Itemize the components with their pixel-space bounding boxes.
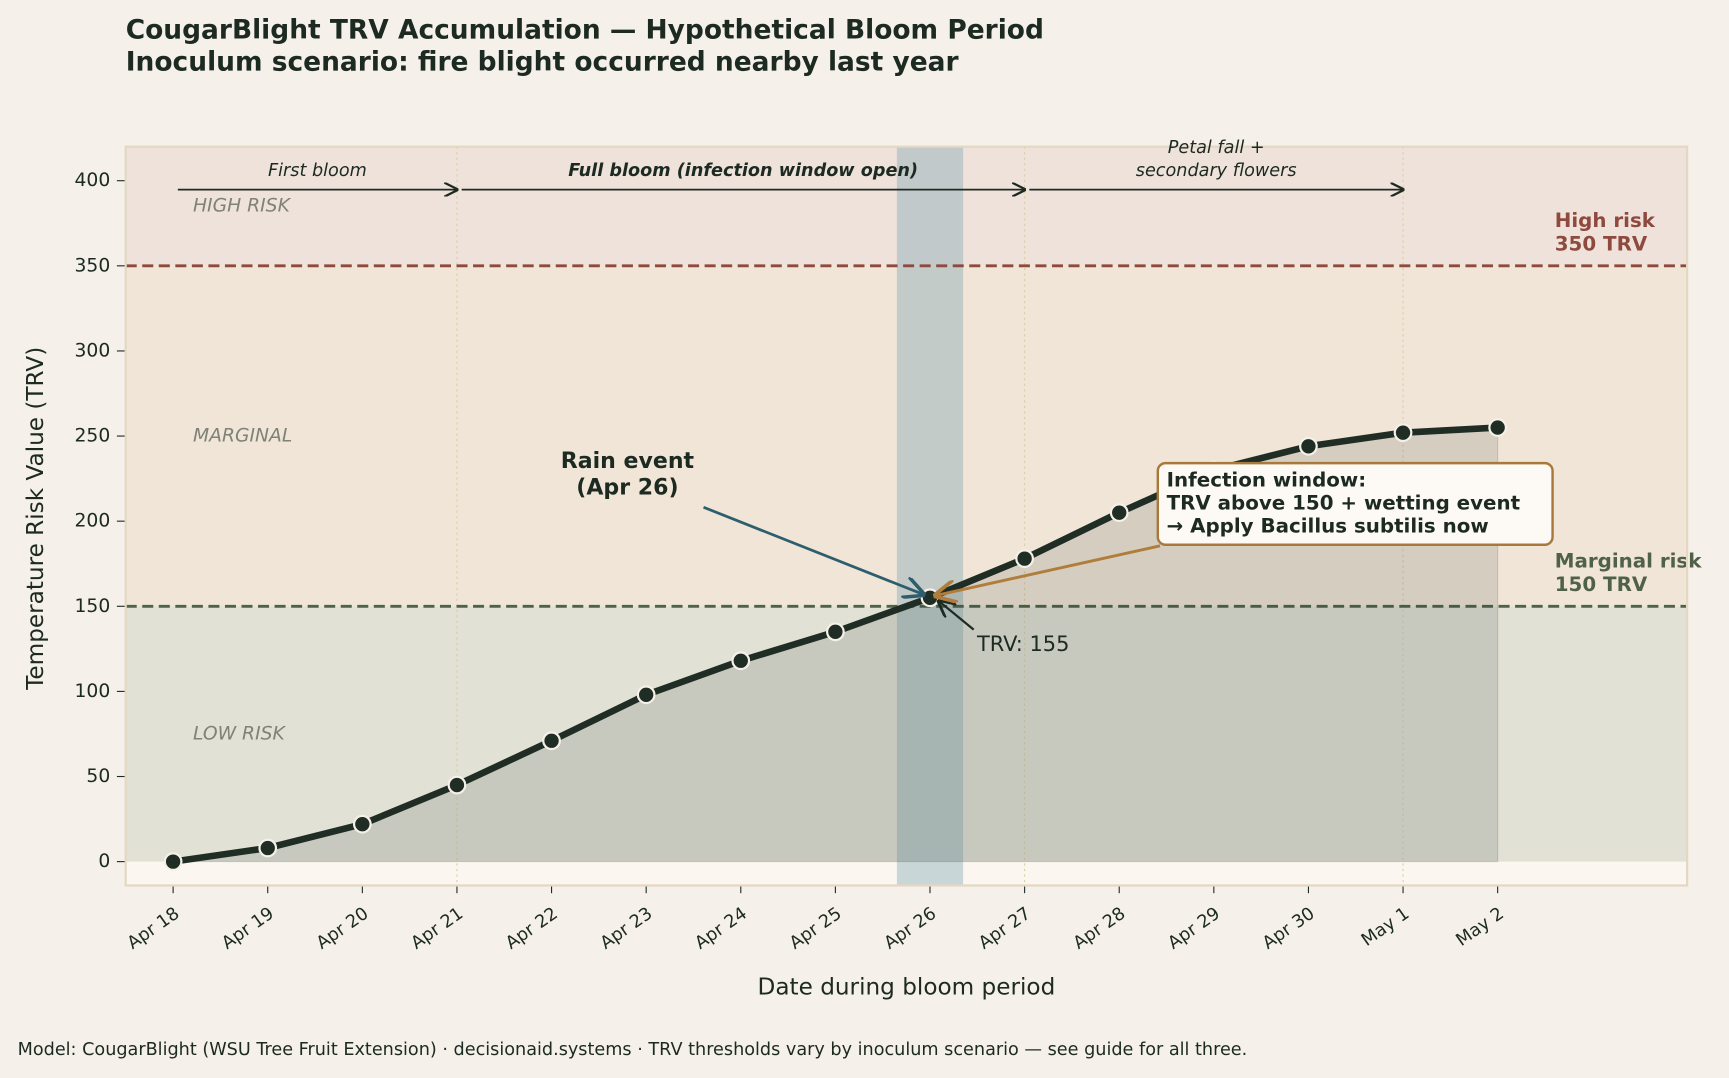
phase-label: Petal fall + bbox=[1168, 138, 1265, 158]
point-arrow bbox=[939, 601, 975, 631]
marker bbox=[352, 814, 372, 834]
y-tick-label: 0 bbox=[98, 851, 110, 872]
risk-zone bbox=[125, 265, 1688, 607]
zone-label: HIGH RISK bbox=[193, 196, 292, 217]
marker bbox=[826, 622, 845, 642]
y-tick-label: 150 bbox=[75, 596, 111, 617]
phase-label: Full bloom (infection window open) bbox=[568, 161, 918, 181]
annotation-box bbox=[1156, 461, 1554, 546]
box-arrow bbox=[936, 544, 1161, 596]
marker bbox=[1393, 423, 1413, 443]
risk-zone bbox=[125, 146, 1688, 266]
marker bbox=[1109, 503, 1129, 523]
y-tick-label: 400 bbox=[75, 170, 111, 191]
threshold-label: Marginal risk bbox=[1555, 550, 1702, 573]
threshold-label: High risk bbox=[1555, 209, 1656, 232]
marker bbox=[258, 838, 278, 858]
y-axis-label: Temperature Risk Value (TRV) bbox=[23, 347, 49, 691]
box-text: → Apply Bacillus subtilis now bbox=[1167, 515, 1489, 538]
point-annotation: TRV: 155 bbox=[976, 632, 1069, 656]
marker bbox=[447, 775, 467, 795]
plot-frame bbox=[124, 145, 1689, 887]
zone-label: MARGINAL bbox=[193, 426, 292, 447]
chart-subtitle: Inoculum scenario: fire blight occurred … bbox=[126, 46, 959, 77]
marker bbox=[636, 685, 656, 705]
marker bbox=[1488, 418, 1508, 437]
marker bbox=[731, 651, 751, 671]
y-tick-label: 250 bbox=[75, 426, 111, 447]
y-tick-label: 300 bbox=[75, 340, 111, 361]
rain-arrow bbox=[703, 505, 924, 594]
marker bbox=[542, 731, 561, 751]
phase-label: First bloom bbox=[268, 161, 367, 181]
rain-annotation: Rain event bbox=[561, 449, 695, 474]
infection-window bbox=[896, 146, 964, 886]
phase-label: secondary flowers bbox=[1136, 161, 1297, 181]
footer: Model: CougarBlight (WSU Tree Fruit Exte… bbox=[18, 1040, 1248, 1060]
box-text: TRV above 150 + wetting event bbox=[1167, 491, 1521, 514]
box-text: Infection window: bbox=[1167, 468, 1367, 491]
y-tick-label: 100 bbox=[75, 681, 111, 702]
chart-title: CougarBlight TRV Accumulation — Hypothet… bbox=[126, 14, 1044, 45]
y-tick-label: 200 bbox=[75, 511, 111, 532]
threshold-label: 150 TRV bbox=[1555, 573, 1648, 596]
marker bbox=[1299, 436, 1318, 456]
rain-annotation: (Apr 26) bbox=[576, 475, 678, 500]
x-axis-label: Date during bloom period bbox=[758, 975, 1056, 1001]
marker bbox=[163, 852, 183, 872]
risk-zone bbox=[125, 606, 1688, 862]
threshold-label: 350 TRV bbox=[1555, 232, 1648, 255]
y-tick-label: 50 bbox=[86, 766, 110, 787]
marker bbox=[1015, 549, 1034, 568]
y-tick-label: 350 bbox=[75, 255, 111, 276]
marker bbox=[920, 588, 940, 608]
zone-label: LOW RISK bbox=[193, 723, 287, 744]
